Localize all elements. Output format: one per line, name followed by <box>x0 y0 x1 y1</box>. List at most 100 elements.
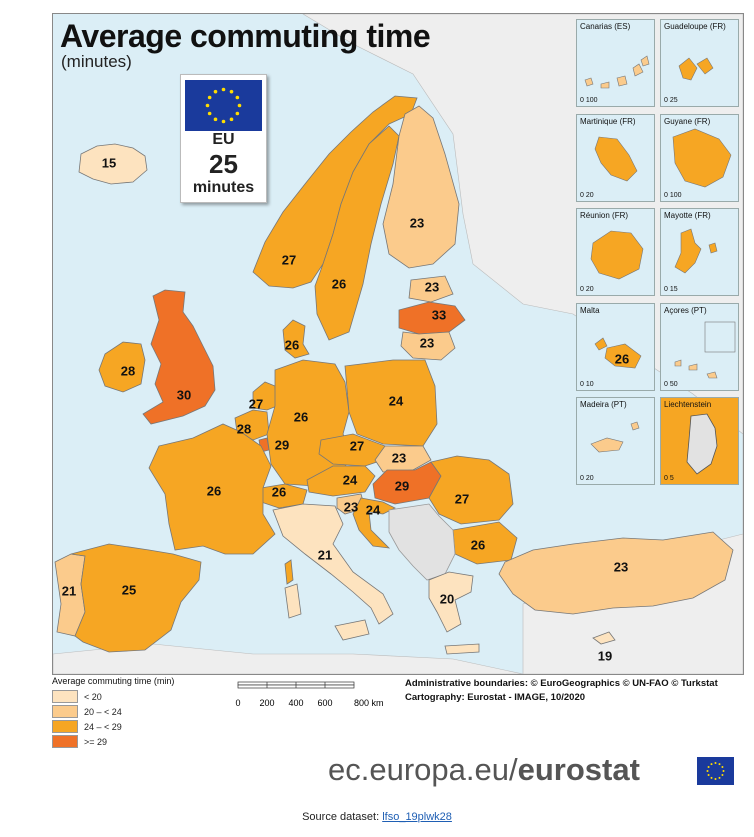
legend-swatch <box>52 705 78 718</box>
map-subtitle: (minutes) <box>61 52 132 71</box>
credits-cartography: Cartography: Eurostat - IMAGE, 10/2020 <box>405 692 586 703</box>
eu-star <box>229 117 234 122</box>
eu-star <box>207 95 212 100</box>
label-uk: 30 <box>176 387 192 403</box>
label-france: 26 <box>206 483 222 499</box>
region-denmark <box>282 319 310 359</box>
eu-star <box>707 774 710 776</box>
source-line: Source dataset: lfso_19plwk28 <box>0 811 754 823</box>
label-greece: 20 <box>439 591 455 607</box>
legend-item: 24 – < 29 <box>52 720 252 733</box>
inset-martinique: Martinique (FR) 0 20 <box>576 114 655 202</box>
scale-tick: 400 <box>288 698 303 708</box>
label-switzerland: 26 <box>271 484 287 500</box>
inset-scale: 0 50 <box>664 381 678 388</box>
inset-name: Mayotte (FR) <box>664 211 711 220</box>
eu-unit: minutes <box>192 179 255 196</box>
source-dataset-link[interactable]: lfso_19plwk28 <box>382 811 452 823</box>
region-sweden <box>314 125 400 341</box>
label-norway: 27 <box>281 252 297 268</box>
inset-name: Martinique (FR) <box>580 117 636 126</box>
label-romania: 27 <box>454 491 470 507</box>
inset-name: Malta <box>580 306 600 315</box>
legend-label: < 20 <box>84 691 102 702</box>
inset-shape <box>594 136 638 182</box>
eu-star <box>710 776 713 779</box>
inset-shape <box>672 128 732 188</box>
inset-scale: 0 100 <box>664 192 682 199</box>
inset-malta: Malta 26 0 10 <box>576 303 655 391</box>
label-turkey: 23 <box>613 559 629 575</box>
legend-swatch <box>52 720 78 733</box>
inset-name: Liechtenstein <box>664 400 712 409</box>
region-iceland <box>78 143 148 185</box>
scale-tick: 600 <box>317 698 332 708</box>
inset-scale: 0 20 <box>580 475 594 482</box>
region-sardinia <box>284 583 302 619</box>
credits: Administrative boundaries: © EuroGeograp… <box>405 677 718 705</box>
inset-scale: 0 5 <box>664 475 674 482</box>
label-lithuania: 23 <box>419 335 435 351</box>
inset-guadeloupe: Guadeloupe (FR) 0 25 <box>660 19 739 107</box>
label-slovenia: 23 <box>343 499 359 515</box>
inset-guyane: Guyane (FR) 0 100 <box>660 114 739 202</box>
label-spain: 25 <box>121 582 137 598</box>
eu-star <box>213 117 218 122</box>
inset-scale: 0 10 <box>580 381 594 388</box>
africa-background <box>53 643 524 674</box>
inset-name: Guadeloupe (FR) <box>664 22 726 31</box>
inset-mayotte: Mayotte (FR) 0 15 <box>660 208 739 296</box>
region-norway <box>252 95 418 289</box>
inset-canarias: Canarias (ES) 0 100 <box>576 19 655 107</box>
inset-madeira: Madeira (PT) 0 20 <box>576 397 655 485</box>
eurostat-brand[interactable]: ec.europa.eu/eurostat <box>328 752 640 788</box>
region-austria <box>306 465 376 497</box>
eu-star <box>714 762 717 764</box>
inset-shape <box>686 413 718 475</box>
legend-swatch <box>52 735 78 748</box>
region-slovakia <box>374 445 432 473</box>
inset-scale: 0 15 <box>664 286 678 293</box>
inset-scale: 0 100 <box>580 97 598 104</box>
inset-shape <box>590 230 644 280</box>
eu-star <box>718 763 721 766</box>
region-czechia <box>318 433 386 467</box>
region-cyprus <box>592 631 616 645</box>
label-czechia: 27 <box>349 438 365 454</box>
eu-value: 25 <box>209 149 238 179</box>
eu-star <box>722 770 725 772</box>
legend-label: 24 – < 29 <box>84 721 122 732</box>
inset-scale: 0 20 <box>580 286 594 293</box>
eu-star <box>721 766 724 768</box>
label-germany: 26 <box>293 409 309 425</box>
region-spain <box>70 543 202 653</box>
region-france <box>148 423 276 555</box>
label-estonia: 23 <box>424 279 440 295</box>
region-estonia <box>408 275 454 303</box>
label-slovakia: 23 <box>391 450 407 466</box>
label-poland: 24 <box>388 393 404 409</box>
map-title: Average commuting time <box>60 18 431 54</box>
label-sweden: 26 <box>331 276 347 292</box>
legend-label: >= 29 <box>84 736 108 747</box>
legend-title: Average commuting time (min) <box>52 676 175 686</box>
inset-name: Madeira (PT) <box>580 400 627 409</box>
eu-star <box>221 87 226 92</box>
eu-star <box>235 95 240 100</box>
eu-flag-icon <box>185 80 262 131</box>
label-bulgaria: 26 <box>470 537 486 553</box>
region-sicily <box>334 619 370 641</box>
eu-label: EU <box>212 131 235 148</box>
brand-prefix: ec.europa.eu/ <box>328 752 518 787</box>
region-italy <box>272 503 394 625</box>
eu-star <box>721 774 724 776</box>
scale-tick: 800 km <box>354 698 384 708</box>
inset-name: Canarias (ES) <box>580 22 631 31</box>
inset-scale: 0 20 <box>580 192 594 199</box>
scale-tick: 200 <box>259 698 274 708</box>
region-latvia <box>398 301 466 335</box>
inset-scale: 0 25 <box>664 97 678 104</box>
inset-name: Guyane (FR) <box>664 117 711 126</box>
label-portugal: 21 <box>61 583 77 599</box>
region-crete <box>444 643 480 655</box>
